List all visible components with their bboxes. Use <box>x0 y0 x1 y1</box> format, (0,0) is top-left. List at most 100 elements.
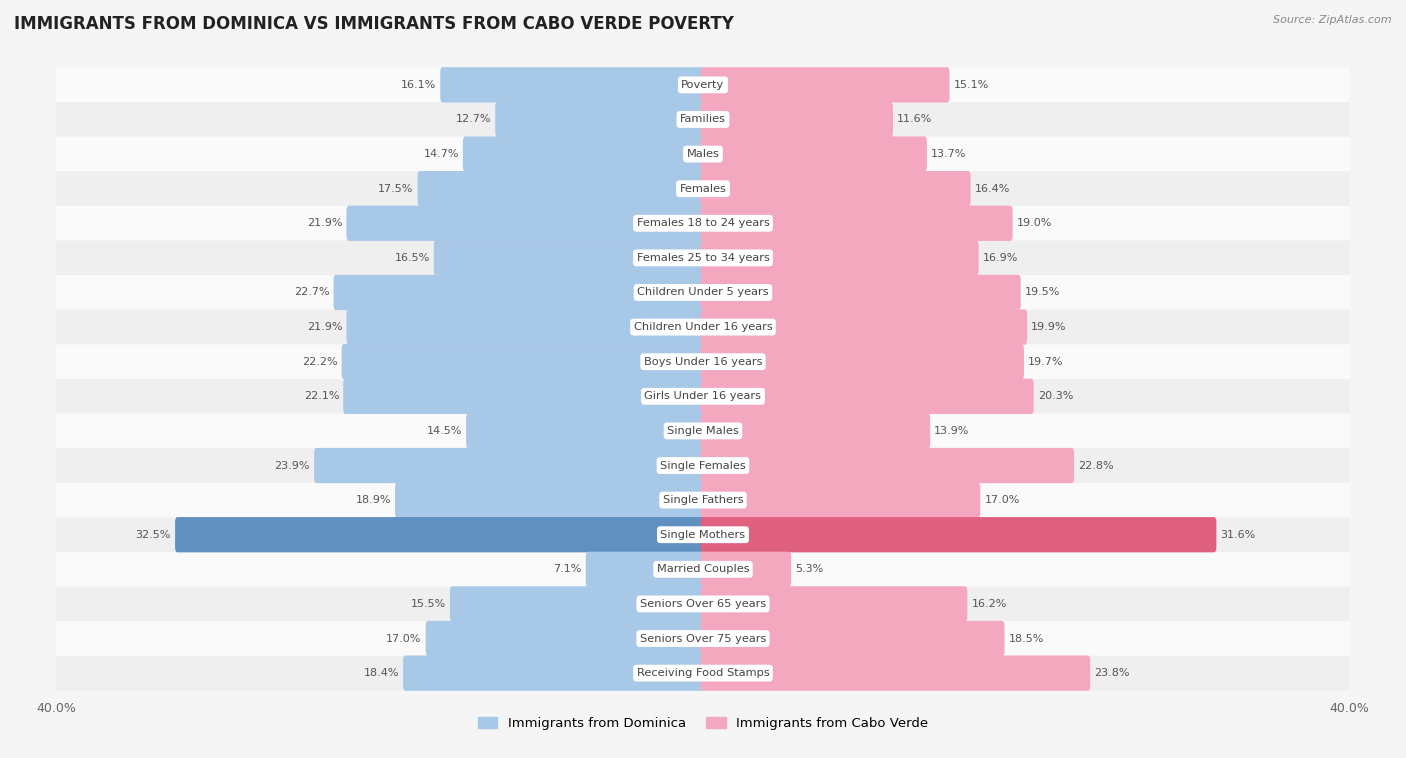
FancyBboxPatch shape <box>586 552 706 587</box>
Text: 31.6%: 31.6% <box>1220 530 1256 540</box>
Text: Single Mothers: Single Mothers <box>661 530 745 540</box>
Text: Males: Males <box>686 149 720 159</box>
FancyBboxPatch shape <box>463 136 706 172</box>
Text: 18.4%: 18.4% <box>364 668 399 678</box>
Text: 15.1%: 15.1% <box>953 80 988 90</box>
Text: 23.8%: 23.8% <box>1094 668 1130 678</box>
FancyBboxPatch shape <box>700 344 1024 379</box>
FancyBboxPatch shape <box>700 240 979 275</box>
FancyBboxPatch shape <box>24 344 1382 379</box>
Text: 16.2%: 16.2% <box>972 599 1007 609</box>
FancyBboxPatch shape <box>24 275 1382 310</box>
FancyBboxPatch shape <box>24 206 1382 240</box>
Text: Married Couples: Married Couples <box>657 564 749 575</box>
FancyBboxPatch shape <box>24 587 1382 622</box>
FancyBboxPatch shape <box>24 310 1382 344</box>
Text: 22.1%: 22.1% <box>304 391 339 401</box>
FancyBboxPatch shape <box>700 552 792 587</box>
Text: Boys Under 16 years: Boys Under 16 years <box>644 357 762 367</box>
Text: 14.7%: 14.7% <box>423 149 458 159</box>
Text: Receiving Food Stamps: Receiving Food Stamps <box>637 668 769 678</box>
FancyBboxPatch shape <box>24 379 1382 414</box>
Text: 19.5%: 19.5% <box>1025 287 1060 297</box>
FancyBboxPatch shape <box>700 621 1004 656</box>
FancyBboxPatch shape <box>342 344 706 379</box>
Text: 19.0%: 19.0% <box>1017 218 1052 228</box>
FancyBboxPatch shape <box>24 483 1382 518</box>
Text: 22.7%: 22.7% <box>294 287 329 297</box>
FancyBboxPatch shape <box>426 621 706 656</box>
Text: Single Males: Single Males <box>666 426 740 436</box>
FancyBboxPatch shape <box>700 586 967 622</box>
FancyBboxPatch shape <box>24 622 1382 656</box>
FancyBboxPatch shape <box>24 102 1382 136</box>
FancyBboxPatch shape <box>467 413 706 449</box>
FancyBboxPatch shape <box>24 448 1382 483</box>
Text: Girls Under 16 years: Girls Under 16 years <box>644 391 762 401</box>
FancyBboxPatch shape <box>700 448 1074 483</box>
FancyBboxPatch shape <box>346 309 706 345</box>
FancyBboxPatch shape <box>700 205 1012 241</box>
Text: 22.2%: 22.2% <box>302 357 337 367</box>
Text: Families: Families <box>681 114 725 124</box>
Text: Females 18 to 24 years: Females 18 to 24 years <box>637 218 769 228</box>
FancyBboxPatch shape <box>700 67 949 102</box>
Text: 22.8%: 22.8% <box>1078 461 1114 471</box>
Text: 21.9%: 21.9% <box>307 322 343 332</box>
FancyBboxPatch shape <box>176 517 706 553</box>
Text: 20.3%: 20.3% <box>1038 391 1073 401</box>
FancyBboxPatch shape <box>450 586 706 622</box>
FancyBboxPatch shape <box>700 483 980 518</box>
Text: Source: ZipAtlas.com: Source: ZipAtlas.com <box>1274 15 1392 25</box>
Text: 13.9%: 13.9% <box>934 426 970 436</box>
Text: 17.0%: 17.0% <box>387 634 422 644</box>
FancyBboxPatch shape <box>24 552 1382 587</box>
Text: Single Females: Single Females <box>661 461 745 471</box>
FancyBboxPatch shape <box>395 483 706 518</box>
Text: 17.5%: 17.5% <box>378 183 413 194</box>
Text: 18.5%: 18.5% <box>1008 634 1045 644</box>
Text: Females: Females <box>679 183 727 194</box>
Text: 21.9%: 21.9% <box>307 218 343 228</box>
FancyBboxPatch shape <box>440 67 706 102</box>
Text: 17.0%: 17.0% <box>984 495 1019 505</box>
Text: 13.7%: 13.7% <box>931 149 966 159</box>
FancyBboxPatch shape <box>24 414 1382 448</box>
FancyBboxPatch shape <box>24 518 1382 552</box>
FancyBboxPatch shape <box>434 240 706 275</box>
Text: 16.9%: 16.9% <box>983 253 1018 263</box>
FancyBboxPatch shape <box>700 275 1021 310</box>
FancyBboxPatch shape <box>24 67 1382 102</box>
Text: 16.1%: 16.1% <box>401 80 436 90</box>
Text: Single Fathers: Single Fathers <box>662 495 744 505</box>
Text: 15.5%: 15.5% <box>411 599 446 609</box>
FancyBboxPatch shape <box>24 240 1382 275</box>
Text: Seniors Over 75 years: Seniors Over 75 years <box>640 634 766 644</box>
Text: Children Under 5 years: Children Under 5 years <box>637 287 769 297</box>
Text: 11.6%: 11.6% <box>897 114 932 124</box>
Text: 32.5%: 32.5% <box>135 530 172 540</box>
Text: Females 25 to 34 years: Females 25 to 34 years <box>637 253 769 263</box>
FancyBboxPatch shape <box>418 171 706 206</box>
FancyBboxPatch shape <box>314 448 706 483</box>
Text: 5.3%: 5.3% <box>796 564 824 575</box>
Text: IMMIGRANTS FROM DOMINICA VS IMMIGRANTS FROM CABO VERDE POVERTY: IMMIGRANTS FROM DOMINICA VS IMMIGRANTS F… <box>14 15 734 33</box>
Text: 14.5%: 14.5% <box>426 426 463 436</box>
FancyBboxPatch shape <box>404 656 706 691</box>
Text: 16.4%: 16.4% <box>974 183 1010 194</box>
FancyBboxPatch shape <box>700 102 893 137</box>
FancyBboxPatch shape <box>24 136 1382 171</box>
FancyBboxPatch shape <box>495 102 706 137</box>
Text: Children Under 16 years: Children Under 16 years <box>634 322 772 332</box>
FancyBboxPatch shape <box>24 171 1382 206</box>
Text: Poverty: Poverty <box>682 80 724 90</box>
FancyBboxPatch shape <box>700 379 1033 414</box>
FancyBboxPatch shape <box>346 205 706 241</box>
Text: 18.9%: 18.9% <box>356 495 391 505</box>
Text: 19.7%: 19.7% <box>1028 357 1063 367</box>
FancyBboxPatch shape <box>700 413 931 449</box>
Text: 19.9%: 19.9% <box>1031 322 1067 332</box>
Text: 23.9%: 23.9% <box>274 461 311 471</box>
FancyBboxPatch shape <box>700 517 1216 553</box>
Text: Seniors Over 65 years: Seniors Over 65 years <box>640 599 766 609</box>
